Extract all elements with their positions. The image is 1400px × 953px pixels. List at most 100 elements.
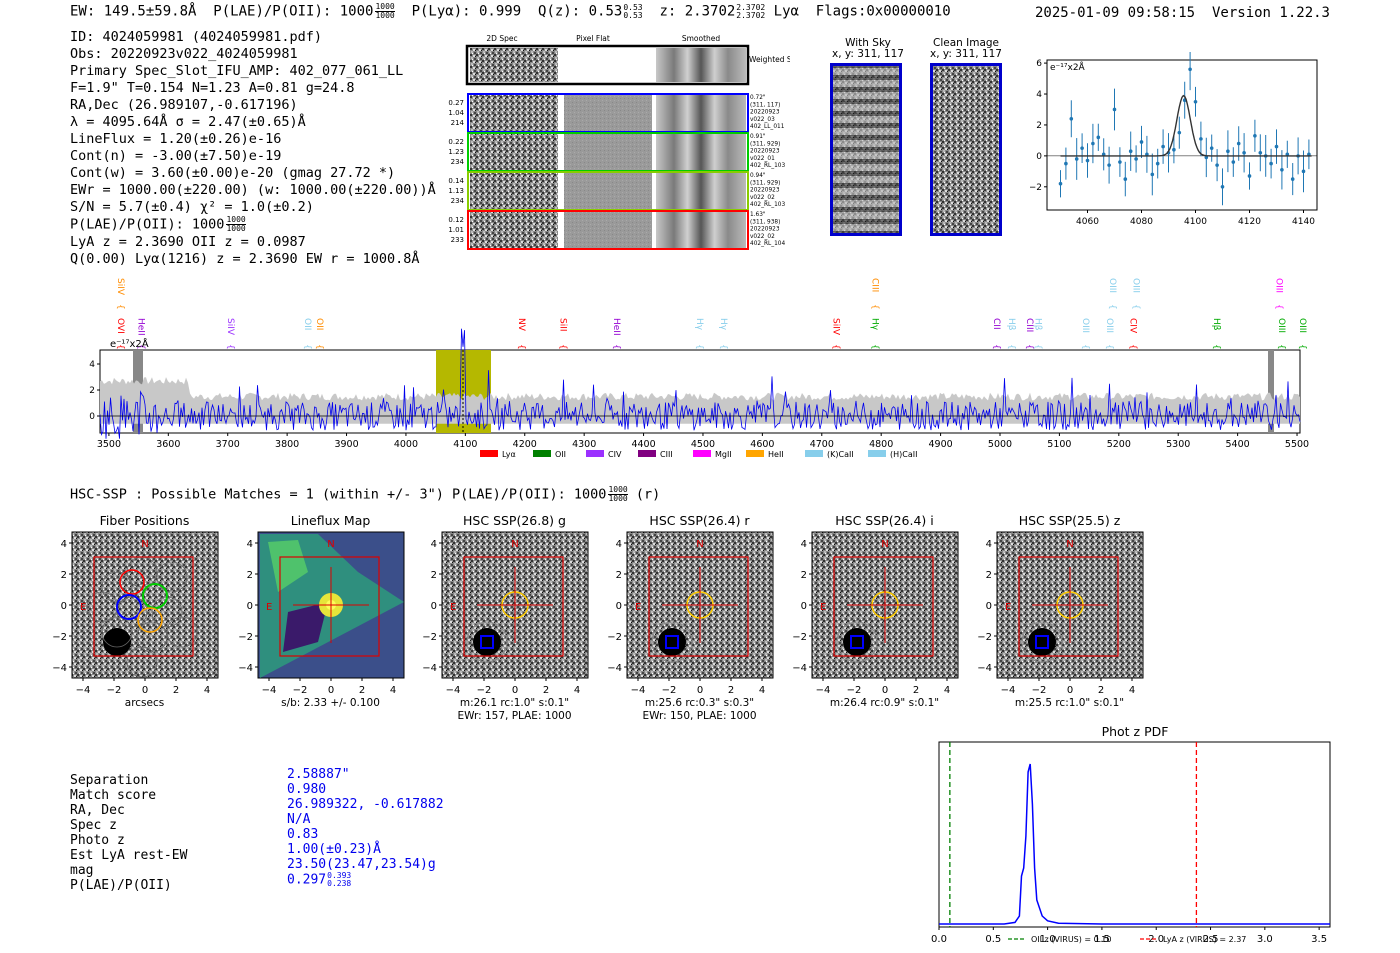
spec2d-row-right: 0.72"	[750, 95, 766, 101]
x-tick-label: 5100	[1047, 439, 1071, 450]
spectral-line-tick: {	[869, 344, 879, 350]
cutout-title: HSC SSP(25.5) z	[1018, 513, 1121, 528]
spectral-line-tick: {	[1276, 344, 1286, 350]
x-tick-label: −4	[446, 685, 461, 696]
cutout-caption: m:26.1 rc:1.0" s:0.1" EWr: 157, PLAE: 100…	[432, 697, 597, 723]
spec2d-row-right: v022_01	[750, 156, 775, 162]
with-sky-image	[830, 63, 902, 236]
spectral-line-tick: {	[314, 344, 324, 350]
north-label: N	[511, 539, 518, 550]
x-tick-label: 4120	[1238, 217, 1261, 227]
match-plae-bounds: 0.393 0.238	[327, 872, 351, 888]
data-point	[1193, 99, 1198, 104]
fiber-highlight	[142, 583, 168, 609]
info-line: ID: 4024059981 (4024059981.pdf)	[70, 29, 322, 45]
y-tick-label: −2	[792, 632, 807, 643]
info-lya-z: LyA z = 2.3690 OII z = 0.0987	[70, 233, 306, 250]
clean-image	[930, 63, 1002, 236]
x-tick-label: 5300	[1166, 439, 1190, 450]
spectral-line-tick: {	[302, 344, 312, 350]
cutout-title: HSC SSP(26.4) r	[649, 513, 750, 528]
north-label: N	[1066, 539, 1073, 550]
line-fit-frame	[1046, 59, 1318, 211]
x-tick-label: −2	[477, 685, 492, 696]
fiber-highlight	[116, 594, 142, 620]
legend-swatch	[586, 450, 604, 457]
spec2d-image	[470, 95, 558, 131]
x-tick-label: 3500	[97, 439, 121, 450]
ew-value: EW: 149.5±59.8Å	[70, 3, 197, 20]
qz-sup: 0.53	[623, 2, 643, 12]
spec2d-panel: 2D Spec Pixel Flat Smoothed Weighted Sum 0.…	[448, 34, 790, 250]
spectral-line-label: Hγ	[694, 318, 704, 331]
spectral-line-tick: {	[225, 344, 235, 350]
fiber-highlight	[137, 607, 163, 633]
info-plae: P(LAE)/P(OII): 1000 1000 1000	[70, 216, 436, 234]
spectral-line-label: Hγ	[869, 318, 879, 331]
spec2d-row-right: (311, 929)	[750, 180, 780, 186]
with-sky-label: With Sky	[845, 37, 891, 49]
x-tick-label: 4	[944, 685, 950, 696]
y-tick-label: 4	[431, 539, 437, 550]
clean-image-xy: x, y: 311, 117	[930, 48, 1002, 60]
bright-source-marker	[1035, 635, 1049, 649]
spectral-line-label: CIV	[1128, 318, 1138, 334]
legend-label: (H)CaII	[890, 450, 917, 459]
clean-image-title: Clean Image x, y: 311, 117	[926, 38, 1006, 60]
spec2d-row-right: 402_RL_103	[750, 202, 785, 208]
spec2d-row-right: (311, 117)	[750, 102, 780, 108]
clean-image-label: Clean Image	[932, 37, 1000, 49]
spectrum-unit: e⁻¹⁷x2Å	[110, 337, 149, 350]
info-line: S/N = 5.7(±0.4) χ² = 1.0(±0.2)	[70, 199, 314, 215]
data-point	[1177, 130, 1182, 135]
spec2d-image	[470, 134, 558, 170]
smoothed-image	[656, 212, 746, 248]
photz-frame	[938, 741, 1331, 928]
spectral-line-label: SiIV	[115, 278, 125, 296]
data-point	[1107, 163, 1111, 167]
spectral-line-label: Hβ	[1006, 318, 1016, 331]
legend-label: Lyα	[502, 450, 516, 459]
spectral-line-label: Hβ	[1211, 318, 1221, 331]
x-tick-label: 0.5	[985, 934, 1001, 945]
info-lines: ID: 4024059981 (4024059981.pdf) Obs: 2022…	[70, 29, 436, 216]
x-tick-label: 5200	[1107, 439, 1131, 450]
y-tick-label: −2	[607, 632, 622, 643]
spectral-line-tick: {	[831, 344, 841, 350]
spectral-line-tick: {	[1024, 344, 1034, 350]
spec2d-row-right: 402_RL_104	[750, 241, 785, 247]
qz-sub: 0.53	[623, 10, 643, 20]
data-point	[1242, 150, 1246, 155]
z-line-name: Lyα	[773, 3, 799, 20]
x-tick-label: −4	[262, 685, 277, 696]
x-tick-label: 2	[913, 685, 919, 696]
with-sky-xy: x, y: 311, 117	[832, 48, 904, 60]
plae-sub: 1000	[375, 11, 395, 20]
info-line: Cont(w) = 3.60(±0.00)e-20 (gmag 27.72 *)	[70, 165, 396, 181]
spec2d-row-right: 1.63"	[750, 212, 766, 218]
east-label: E	[1005, 602, 1011, 613]
x-tick-label: 2	[728, 685, 734, 696]
east-label: E	[450, 602, 456, 613]
info-plae-sup: 1000	[226, 215, 246, 225]
spec2d-row-right: v022_02	[750, 195, 775, 201]
match-value-text: 0.83	[287, 827, 319, 842]
spectral-line-label: OVI	[115, 318, 125, 334]
header-right: 2025-01-09 09:58:15 Version 1.22.3	[1035, 5, 1330, 21]
y-tick-label: −4	[422, 663, 437, 674]
x-tick-label: 0	[882, 685, 888, 696]
y-tick-label: 0	[801, 601, 807, 612]
y-tick-label: 4	[61, 539, 67, 550]
spectral-line-label: CIII	[869, 278, 879, 292]
cutout-image: N E 4 2 0 −2 −4 −4 −2 0 2 4	[607, 531, 774, 696]
y-tick-label: 2	[1036, 121, 1042, 131]
source-aperture	[1021, 621, 1063, 663]
east-label: E	[635, 602, 641, 613]
x-tick-label: 4400	[631, 439, 655, 450]
cutout-caption: m:25.6 rc:0.3" s:0.3" EWr: 150, PLAE: 100…	[617, 697, 782, 723]
spectral-line-tick: {	[1297, 344, 1307, 350]
match-value-text: 0.980	[287, 782, 327, 797]
spec2d-row-left: 234	[451, 158, 465, 166]
legend-swatch	[638, 450, 656, 457]
line-fit-unit: e⁻¹⁷x2Å	[1050, 61, 1086, 73]
